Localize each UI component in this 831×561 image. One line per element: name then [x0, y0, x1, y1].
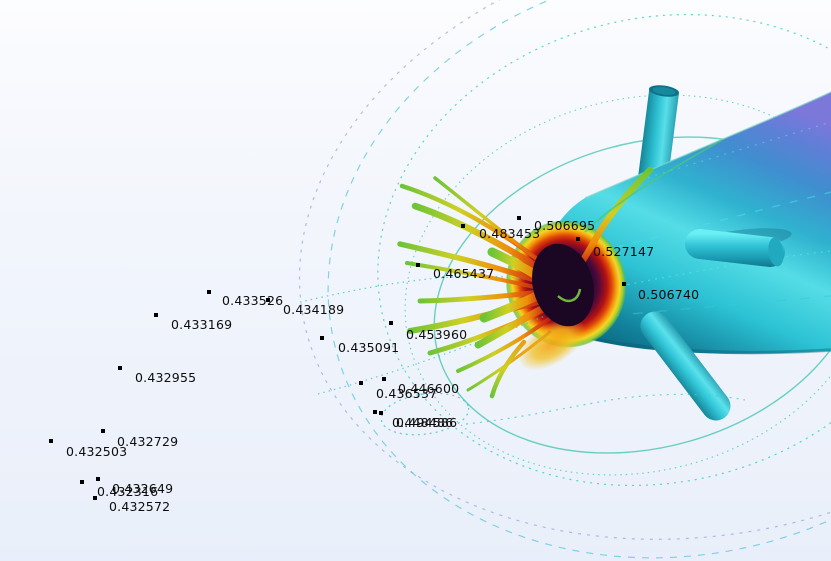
front-streamline-loop	[380, 392, 746, 436]
stagnation-core	[532, 243, 594, 327]
approach-streamline-dotted	[299, 275, 549, 395]
side-rod	[685, 228, 792, 267]
hotspot-underglow	[518, 317, 586, 371]
core-green-curl	[557, 288, 582, 303]
on-hull-streamline-dashes	[584, 121, 831, 319]
recirculation-streamlines	[298, 0, 831, 559]
probe-assembly	[299, 85, 831, 421]
bottom-fin	[640, 311, 731, 421]
shoulder-streamline	[584, 139, 723, 233]
hull-top-edge	[584, 91, 831, 199]
